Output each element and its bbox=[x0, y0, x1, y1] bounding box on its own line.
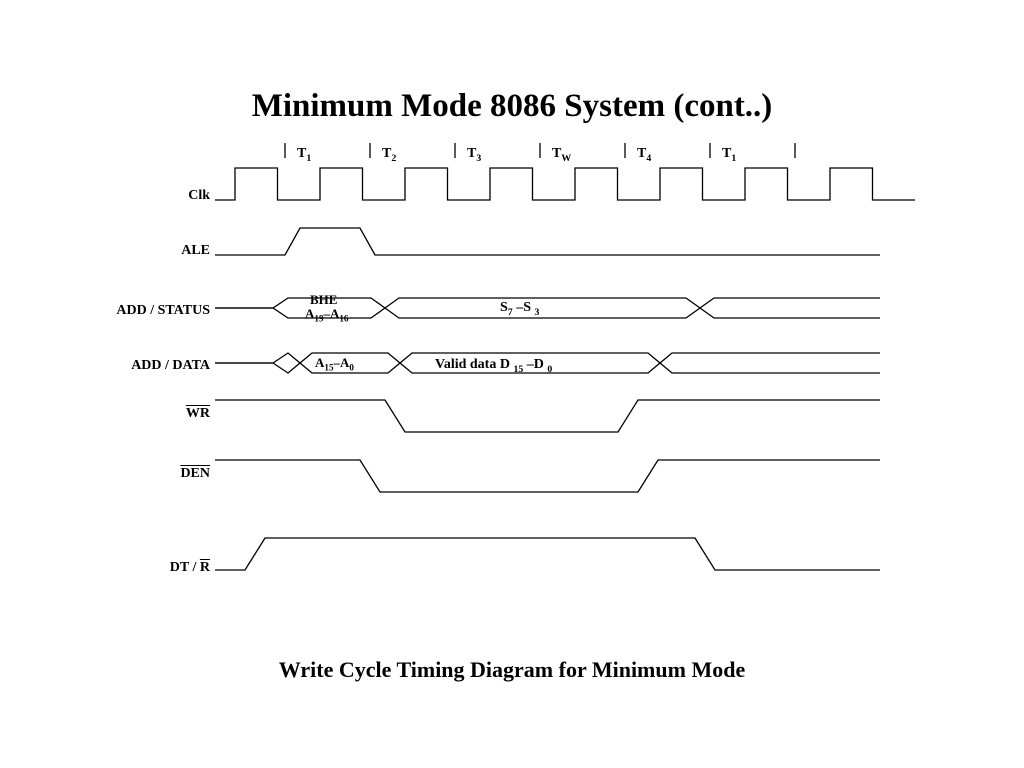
signal-label-dt-r: DT / R bbox=[0, 560, 210, 576]
signal-label-add-data: ADD / DATA bbox=[0, 358, 210, 374]
signal-label-clk: Clk bbox=[0, 188, 210, 204]
signal-label-wr: WR bbox=[0, 406, 210, 422]
signal-label-den: DEN bbox=[0, 466, 210, 482]
signal-label-ale: ALE bbox=[0, 243, 210, 259]
signal-label-add-status: ADD / STATUS bbox=[0, 303, 210, 319]
timing-diagram bbox=[0, 0, 1024, 768]
